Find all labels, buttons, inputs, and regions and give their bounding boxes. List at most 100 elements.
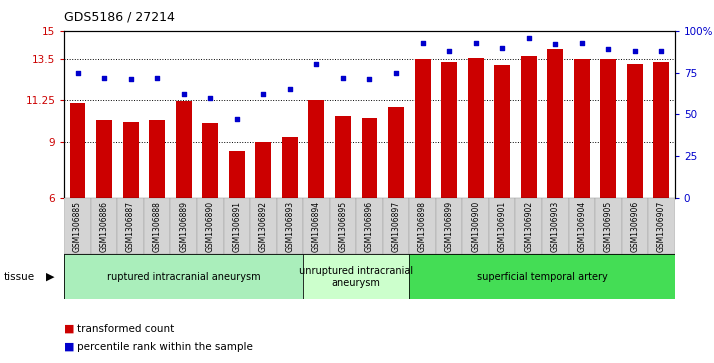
Point (258, 91, 269, 97)
Bar (383, 198, 409, 254)
Bar (171, 198, 197, 254)
Text: GSM1306887: GSM1306887 (126, 201, 135, 252)
Bar (202, 123, 218, 198)
Bar (568, 198, 595, 254)
Bar (335, 116, 351, 198)
Text: GSM1306899: GSM1306899 (445, 201, 453, 252)
Bar (64, 198, 91, 254)
Point (231, 117, 243, 122)
Bar (303, 198, 330, 254)
Bar (653, 62, 670, 198)
Point (72, 70, 84, 76)
Text: unruptured intracranial
aneurysm: unruptured intracranial aneurysm (299, 266, 413, 287)
Point (311, 61, 322, 67)
Bar (276, 198, 303, 254)
Bar (117, 198, 144, 254)
Point (470, 40, 481, 45)
Text: GSM1306906: GSM1306906 (630, 201, 640, 252)
Text: ■: ■ (64, 342, 75, 352)
Point (550, 41, 561, 47)
Text: percentile rank within the sample: percentile rank within the sample (77, 342, 253, 352)
Text: GSM1306886: GSM1306886 (99, 201, 109, 252)
Bar (494, 65, 511, 198)
Text: GSM1306902: GSM1306902 (524, 201, 533, 252)
Text: GDS5186 / 27214: GDS5186 / 27214 (64, 11, 175, 24)
Point (125, 76, 136, 82)
Point (603, 46, 614, 52)
Bar (388, 107, 404, 198)
Bar (489, 198, 516, 254)
Bar (409, 198, 436, 254)
Bar (409, 254, 675, 299)
Point (417, 40, 428, 45)
Text: GSM1306892: GSM1306892 (259, 201, 268, 252)
Text: GSM1306905: GSM1306905 (604, 201, 613, 252)
Bar (308, 101, 324, 198)
Bar (330, 198, 356, 254)
Point (99, 75, 110, 81)
Point (443, 48, 455, 54)
Bar (595, 198, 622, 254)
Point (178, 91, 189, 97)
Bar (256, 142, 271, 198)
Point (391, 70, 402, 76)
Point (337, 75, 348, 81)
Bar (441, 62, 457, 198)
Text: GSM1306889: GSM1306889 (179, 201, 188, 252)
Text: GSM1306897: GSM1306897 (391, 201, 401, 252)
Text: GSM1306891: GSM1306891 (232, 201, 241, 252)
Text: ruptured intracranial aneurysm: ruptured intracranial aneurysm (107, 272, 261, 282)
Bar (542, 198, 568, 254)
Bar (303, 254, 409, 299)
Bar (468, 58, 483, 198)
Text: GSM1306900: GSM1306900 (471, 201, 480, 252)
Bar (521, 56, 537, 198)
Text: GSM1306904: GSM1306904 (578, 201, 586, 252)
Bar (463, 198, 489, 254)
Text: GSM1306898: GSM1306898 (418, 201, 427, 252)
Point (496, 45, 508, 50)
Bar (282, 136, 298, 198)
Point (284, 86, 296, 92)
Text: tissue: tissue (4, 272, 35, 282)
Bar (228, 151, 245, 198)
Text: GSM1306907: GSM1306907 (657, 201, 666, 252)
Text: GSM1306885: GSM1306885 (73, 201, 82, 252)
Text: ▶: ▶ (46, 272, 55, 282)
Bar (622, 198, 648, 254)
Point (523, 34, 535, 40)
Text: ■: ■ (64, 323, 75, 334)
Bar (250, 198, 276, 254)
Text: GSM1306893: GSM1306893 (286, 201, 294, 252)
Text: GSM1306888: GSM1306888 (153, 201, 161, 252)
Point (629, 48, 640, 54)
Bar (123, 122, 139, 198)
Text: superficial temporal artery: superficial temporal artery (477, 272, 608, 282)
Text: transformed count: transformed count (77, 323, 174, 334)
Text: GSM1306894: GSM1306894 (312, 201, 321, 252)
Text: GSM1306903: GSM1306903 (550, 201, 560, 252)
Bar (197, 198, 223, 254)
Point (204, 95, 216, 101)
Bar (176, 101, 191, 198)
Bar (627, 64, 643, 198)
Text: GSM1306896: GSM1306896 (365, 201, 374, 252)
Bar (144, 198, 171, 254)
Bar (548, 49, 563, 198)
Bar (516, 198, 542, 254)
Bar (149, 120, 165, 198)
Point (576, 40, 588, 45)
Bar (415, 59, 431, 198)
Bar (64, 254, 303, 299)
Text: GSM1306901: GSM1306901 (498, 201, 507, 252)
Point (363, 76, 376, 82)
Bar (356, 198, 383, 254)
Bar (361, 118, 378, 198)
Bar (91, 198, 117, 254)
Bar (600, 59, 616, 198)
Bar (69, 103, 86, 198)
Bar (648, 198, 675, 254)
Point (151, 75, 163, 81)
Bar (223, 198, 250, 254)
Text: GSM1306890: GSM1306890 (206, 201, 215, 252)
